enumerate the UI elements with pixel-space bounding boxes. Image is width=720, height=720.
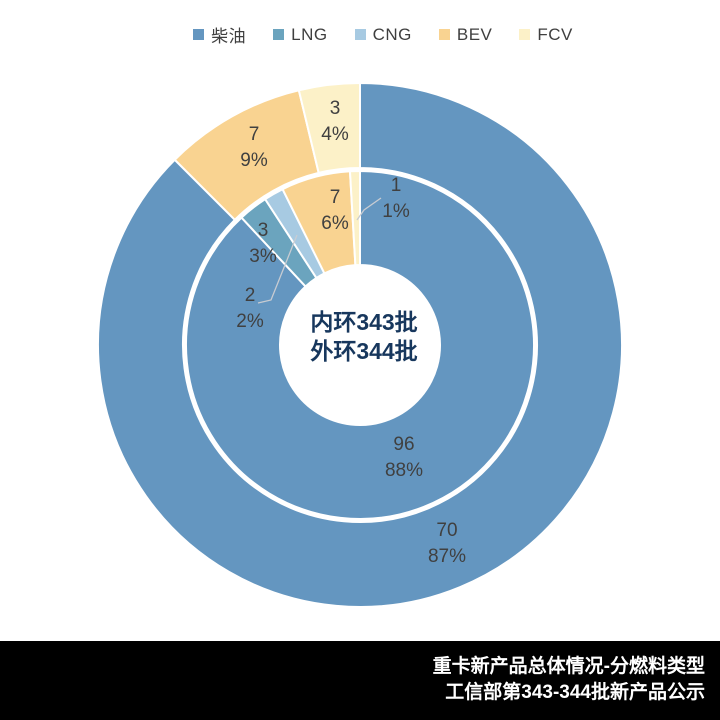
center-label-line2: 外环344批	[310, 338, 418, 364]
slice-outer-diesel	[97, 81, 623, 608]
legend-item-cng: CNG	[354, 24, 412, 45]
legend-swatch-cng	[354, 29, 366, 40]
chart-center-label: 内环343批 外环344批	[4, 308, 720, 366]
legend-item-bev: BEV	[438, 24, 493, 45]
legend-item-lng: LNG	[273, 25, 327, 45]
slice-label-inner-diesel: 96 88%	[385, 434, 423, 481]
legend-item-fcv: FCV	[519, 25, 573, 45]
slice-inner-diesel	[184, 169, 535, 520]
slice-label-outer-fcv: 3 4%	[321, 98, 349, 145]
legend-swatch-fcv	[519, 29, 531, 40]
footer-subtitle: 工信部第343-344批新产品公示	[445, 682, 705, 703]
footer-bar: 重卡新产品总体情况-分燃料类型 工信部第343-344批新产品公示	[0, 641, 720, 720]
legend-label-diesel: 柴油	[211, 27, 247, 46]
legend-label-cng: CNG	[372, 24, 412, 44]
slice-label-inner-bev: 7 6%	[321, 187, 349, 234]
slice-label-inner-fcv: 1 1%	[382, 175, 410, 222]
slice-label-outer-diesel: 70 87%	[428, 520, 466, 567]
footer-title: 重卡新产品总体情况-分燃料类型	[432, 656, 705, 677]
slice-label-outer-bev: 7 9%	[240, 124, 268, 171]
slice-inner-fcv	[348, 169, 361, 267]
legend-swatch-diesel	[193, 29, 205, 40]
label-leader-inner-fcv	[356, 197, 382, 221]
legend-label-lng: LNG	[291, 24, 328, 44]
legend-label-bev: BEV	[456, 24, 493, 44]
label-leader-inner-cng	[257, 234, 298, 304]
legend-label-fcv: FCV	[537, 24, 573, 44]
slice-outer-fcv	[297, 81, 361, 175]
slice-label-inner-cng: 2 2%	[236, 285, 264, 332]
center-label-line1: 内环343批	[310, 309, 418, 335]
slice-label-inner-lng: 3 3%	[249, 220, 277, 267]
chart-legend: 柴油 LNG CNG BEV FCV	[23, 22, 720, 47]
legend-swatch-lng	[273, 29, 285, 40]
legend-swatch-bev	[438, 29, 450, 40]
legend-item-diesel: 柴油	[193, 22, 246, 47]
